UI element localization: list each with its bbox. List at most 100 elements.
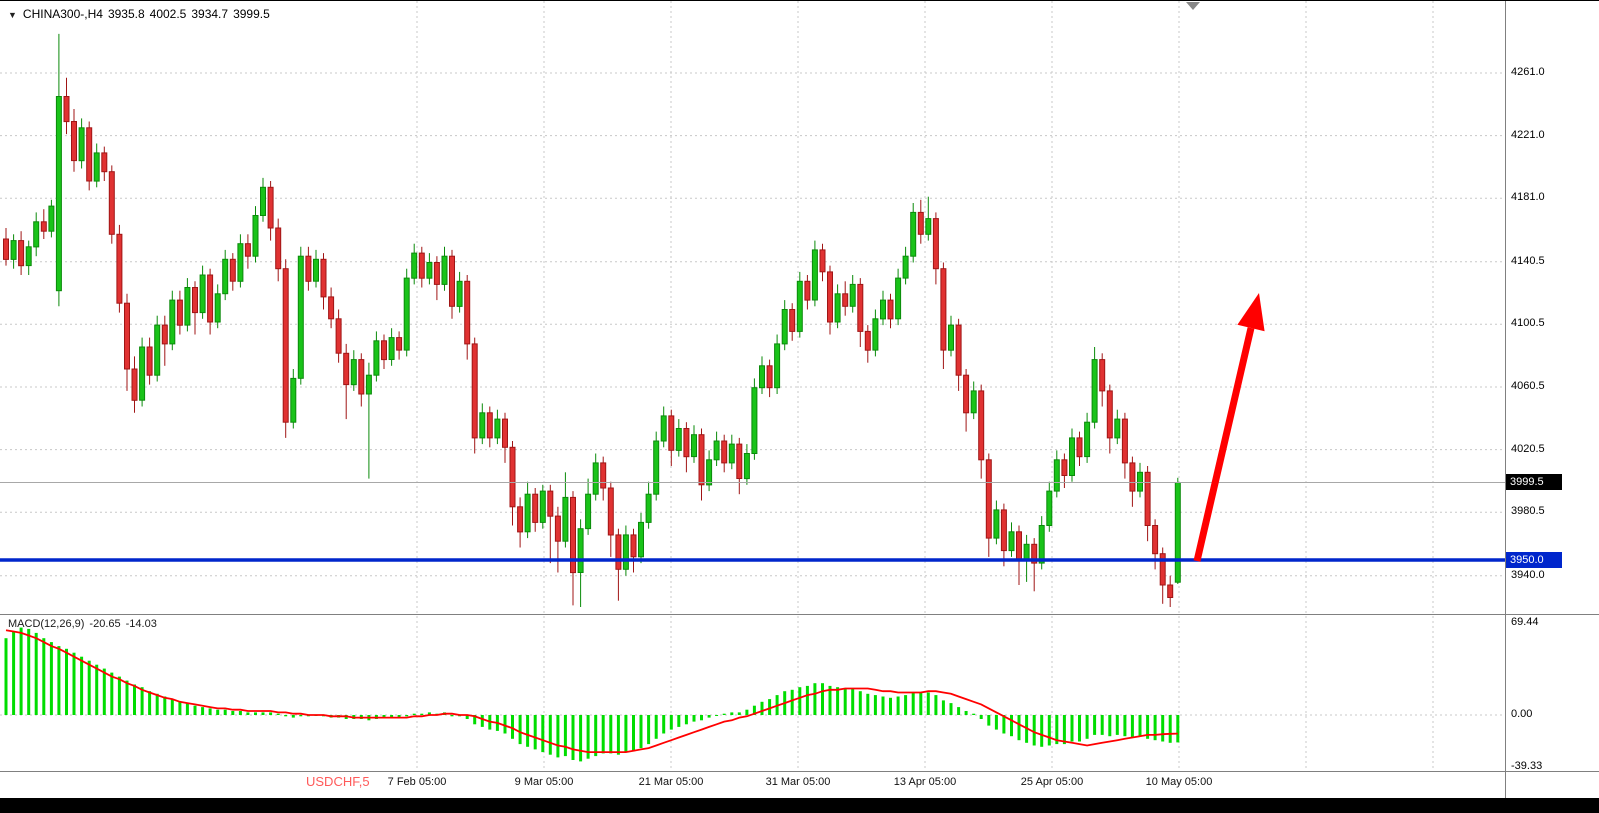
candle-down	[207, 274, 214, 323]
macd-histogram-bar	[919, 692, 923, 715]
symbol-period-label: CHINA300-,H4	[22, 7, 103, 21]
candle-down	[192, 287, 198, 314]
candle-up	[33, 221, 40, 248]
macd-histogram-bar	[231, 711, 235, 715]
candle-down	[449, 255, 455, 307]
candle-down	[940, 268, 947, 351]
macd-histogram-bar	[737, 712, 741, 715]
candle-up	[902, 255, 909, 279]
candle-up	[653, 440, 660, 495]
candle-down	[1076, 437, 1083, 458]
symbol-info: ▼ CHINA300-,H4 3935.8 4002.5 3934.7 3999.5	[8, 7, 275, 21]
trend-arrow-shaft[interactable]	[1193, 327, 1255, 562]
candle-up	[925, 218, 932, 235]
candle-down	[1144, 471, 1151, 526]
macd-histogram-bar	[1093, 715, 1097, 735]
candle-up	[781, 309, 788, 345]
time-tick-label: 10 May 05:00	[1145, 776, 1213, 788]
candle-down	[1016, 531, 1022, 561]
price-axis-separator	[1505, 1, 1506, 798]
macd-histogram-bar	[208, 708, 212, 715]
candle-down	[698, 434, 705, 486]
candle-up	[849, 283, 856, 307]
candle-up	[660, 415, 667, 442]
macd-histogram-bar	[904, 695, 908, 715]
indicator-panel-separator[interactable]	[0, 614, 1599, 615]
chart-shift-marker-icon[interactable]	[1186, 2, 1200, 10]
candle-up	[10, 240, 17, 260]
macd-histogram-bar	[639, 715, 643, 749]
candle-up	[592, 462, 599, 495]
price-axis[interactable]: 4261.0 4221.0 4181.0 4140.5 4100.5 4060.5 4020…	[1506, 1, 1599, 798]
candle-down	[3, 238, 9, 260]
macd-value-axis[interactable]: 69.44 0.00 -39.33	[1506, 1, 1599, 798]
candle-up	[48, 205, 55, 232]
macd-histogram-bar	[223, 709, 227, 715]
chart-canvas[interactable]	[0, 1, 1505, 781]
macd-histogram-bar	[677, 715, 681, 727]
macd-histogram-bar	[1070, 715, 1074, 742]
candle-down	[842, 293, 849, 307]
macd-histogram-bar	[541, 715, 545, 753]
macd-histogram-bar	[760, 701, 764, 715]
candle-down	[116, 233, 123, 304]
candle-down	[978, 390, 985, 461]
macd-histogram-bar	[1168, 715, 1172, 743]
price-tick-label: 4261.0	[1511, 66, 1545, 78]
candle-down	[124, 302, 130, 370]
candle-up	[426, 262, 433, 279]
time-axis[interactable]: 7 Feb 05:00 9 Mar 05:00 21 Mar 05:00 31 Mar…	[0, 771, 1505, 798]
macd-histogram-bar	[873, 695, 877, 715]
macd-histogram-bar	[27, 628, 31, 715]
macd-histogram-bar	[170, 699, 174, 715]
time-tick-label: 31 Mar 05:00	[765, 776, 831, 788]
candle-down	[18, 240, 25, 267]
time-tick-label: 25 Apr 05:00	[1020, 776, 1084, 788]
candle-down	[131, 368, 138, 401]
candle-down	[396, 337, 403, 351]
candle-up	[1046, 490, 1053, 527]
macd-histogram-bar	[95, 664, 99, 715]
candle-down	[917, 211, 924, 235]
candle-down	[630, 534, 637, 558]
candle-up	[237, 243, 244, 282]
candle-up	[456, 280, 463, 307]
candle-down	[517, 506, 524, 533]
macd-histogram-bar	[647, 715, 651, 745]
macd-tick-label: 0.00	[1511, 708, 1533, 720]
trend-arrow-head[interactable]	[1237, 293, 1265, 332]
candle-up	[1084, 421, 1091, 458]
symbol-dropdown-icon[interactable]: ▼	[8, 10, 17, 20]
candle-down	[615, 534, 622, 570]
candle-up	[577, 528, 584, 574]
ohlc-close: 3999.5	[233, 7, 270, 21]
candle-up	[290, 377, 297, 423]
candle-down	[1129, 462, 1136, 492]
macd-histogram-bar	[768, 699, 772, 715]
macd-histogram-bar	[722, 713, 726, 715]
macd-histogram-bar	[707, 715, 711, 718]
candle-down	[1152, 525, 1159, 555]
macd-histogram-bar	[269, 712, 273, 715]
candle-down	[464, 280, 471, 345]
candle-down	[683, 428, 690, 458]
macd-histogram-bar	[949, 703, 953, 715]
macd-histogram-bar	[72, 652, 76, 715]
candle-down	[275, 227, 282, 270]
price-tick-label: 4100.5	[1511, 317, 1545, 329]
macd-histogram-bar	[102, 668, 106, 715]
macd-histogram-bar	[148, 691, 152, 715]
macd-histogram-bar	[790, 689, 794, 715]
macd-histogram-bar	[1100, 715, 1104, 735]
candle-up	[872, 318, 879, 351]
candle-down	[955, 324, 962, 376]
macd-histogram-bar	[609, 715, 613, 754]
macd-histogram-bar	[1010, 715, 1013, 737]
candle-up	[524, 493, 531, 533]
candle-down	[335, 318, 342, 354]
macd-histogram-bar	[1062, 715, 1066, 745]
macd-histogram-bar	[1161, 715, 1165, 742]
macd-histogram-bar	[700, 715, 703, 721]
candle-up	[993, 509, 1000, 539]
macd-histogram-bar	[163, 696, 167, 715]
